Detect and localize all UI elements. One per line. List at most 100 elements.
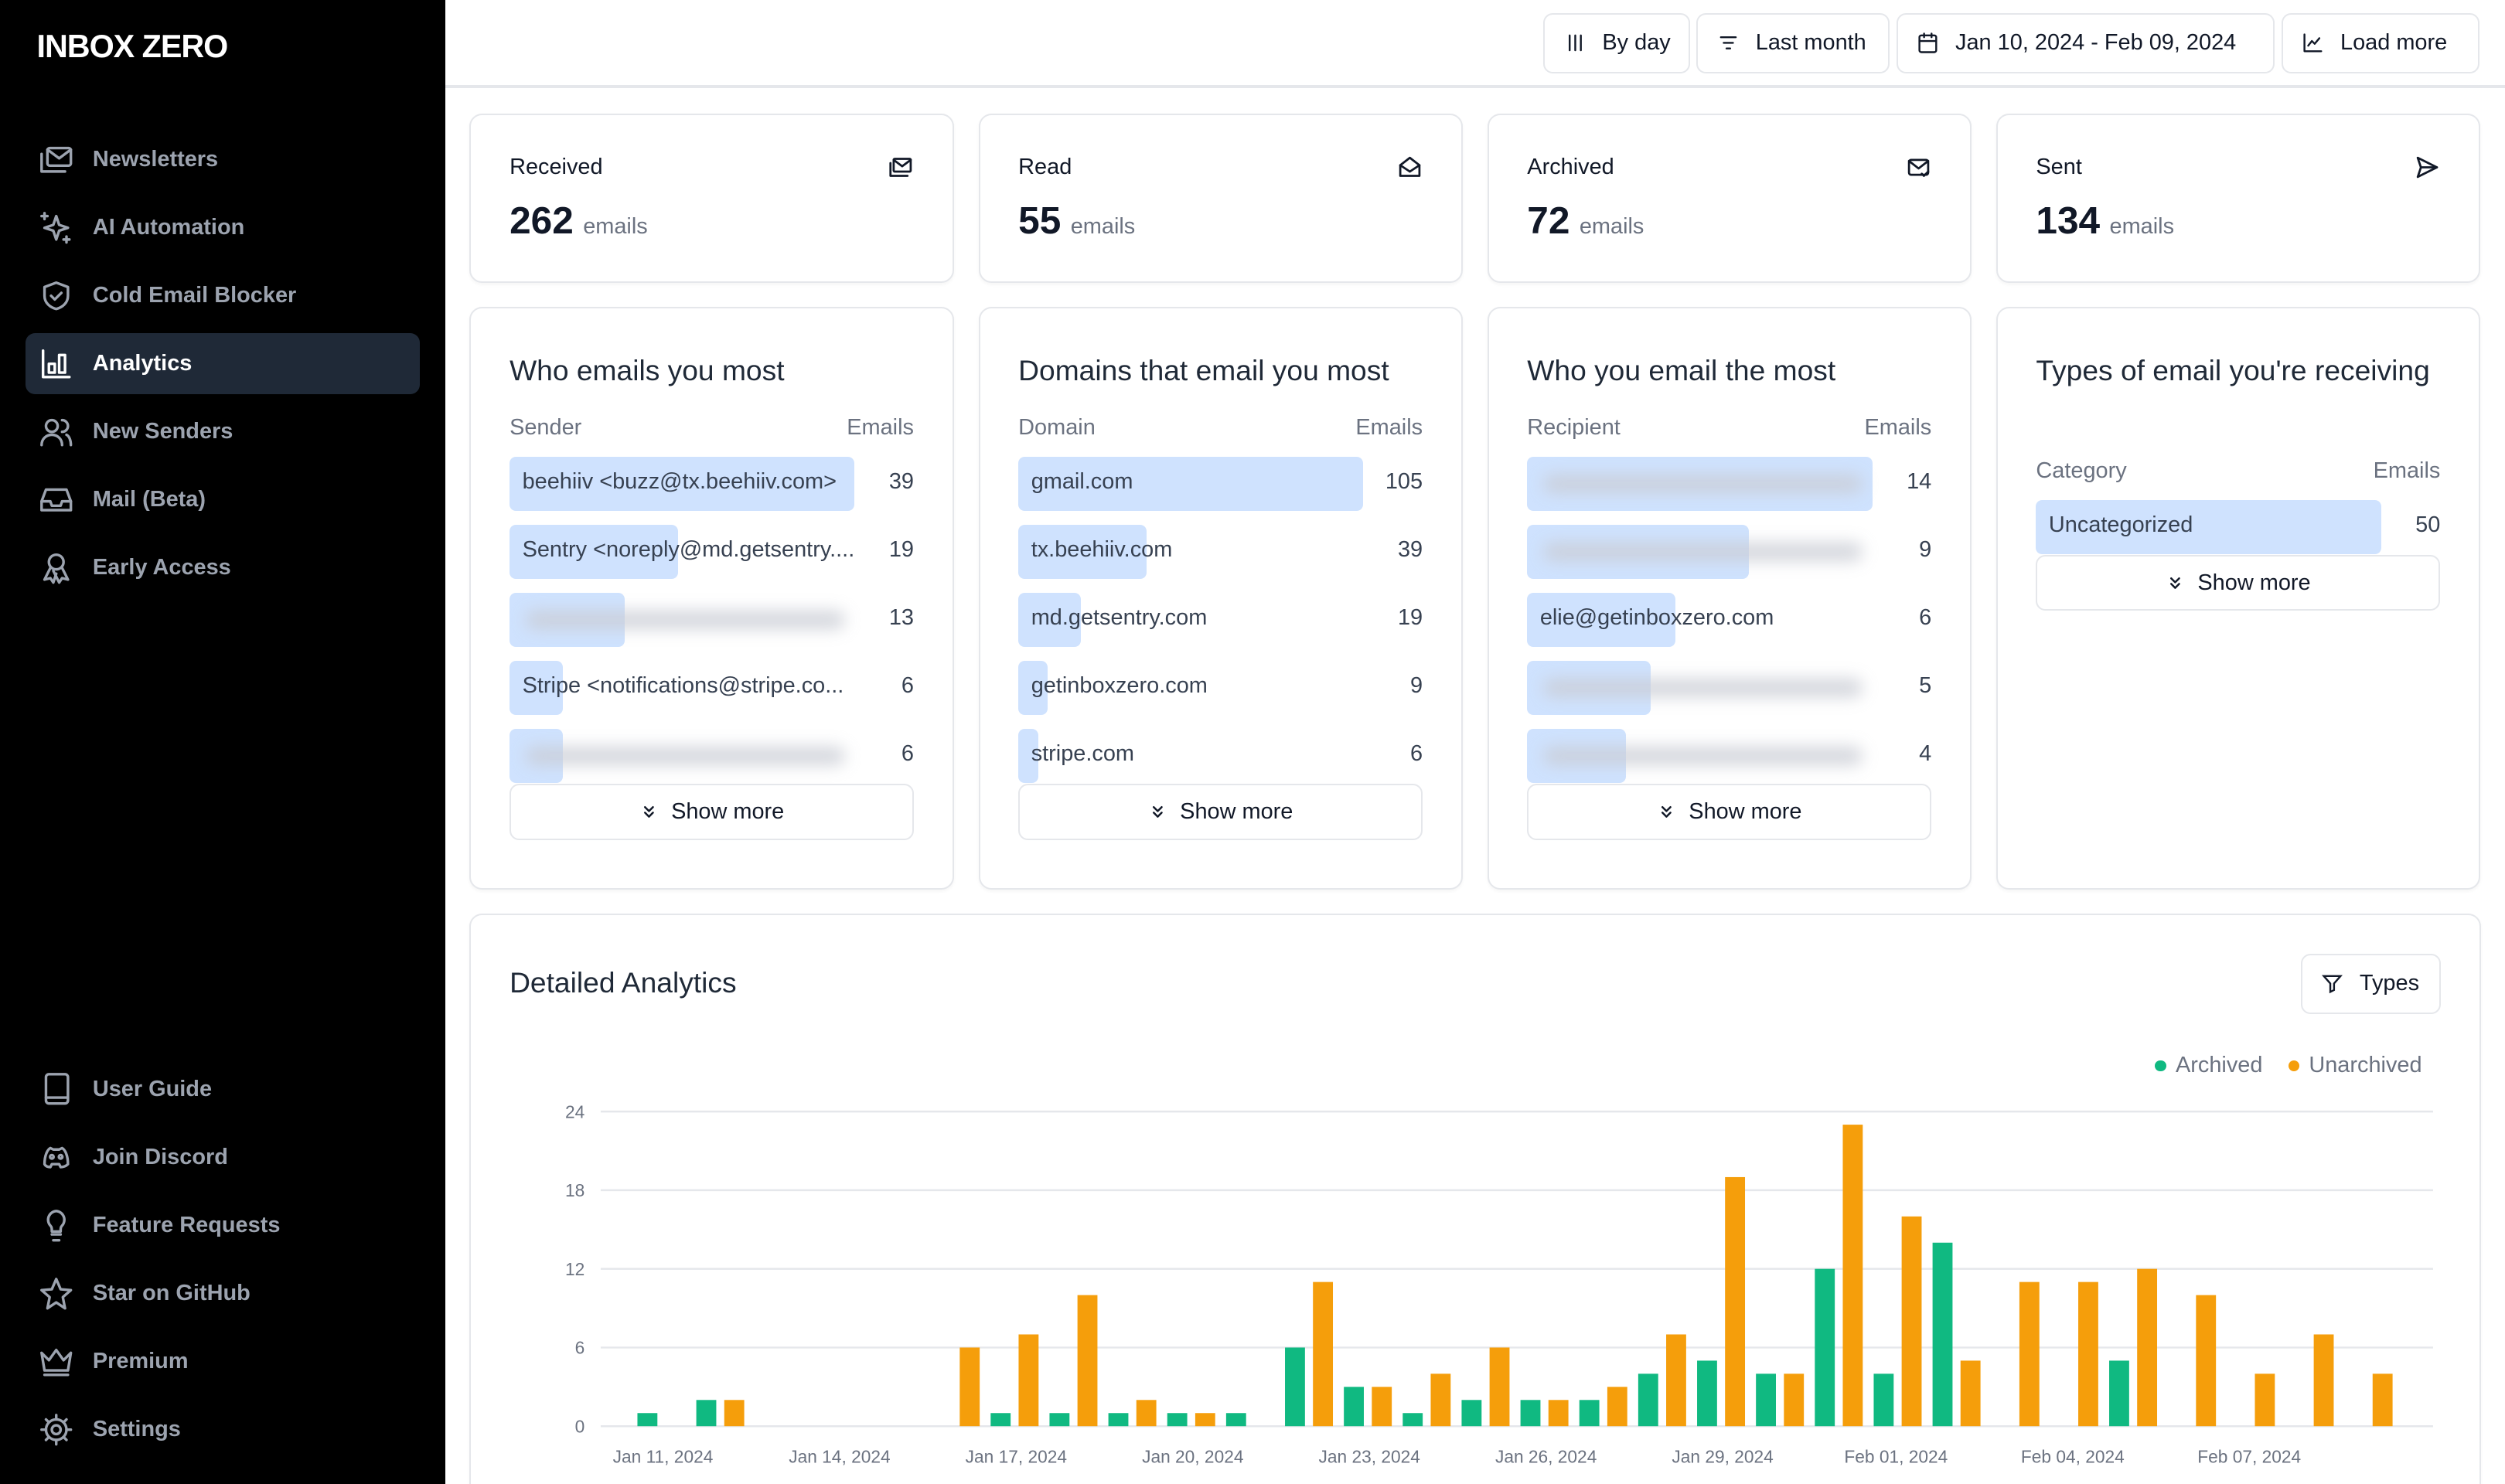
sidebar-item-analytics[interactable]: Analytics <box>26 333 421 394</box>
bar-archived-16[interactable] <box>1579 1400 1600 1427</box>
bar-unarchived-24[interactable] <box>2078 1281 2098 1427</box>
bar-archived-22[interactable] <box>1932 1242 1953 1427</box>
bar-unarchived-14[interactable] <box>1489 1347 1510 1427</box>
bar-unarchived-17[interactable] <box>1666 1334 1686 1427</box>
legend-item-archived[interactable]: Archived <box>2155 1053 2262 1078</box>
list-row[interactable]: Stripe <notifications@stripe.co... 6 <box>510 660 914 716</box>
list-card-3: Types of email you're receiving Category… <box>1995 306 2480 890</box>
list-row[interactable]: beehiiv <buzz@tx.beehiiv.com> 39 <box>510 456 914 512</box>
list-row[interactable]: Uncategorized 50 <box>2036 499 2440 554</box>
sidebar-item-ai-automation[interactable]: AI Automation <box>26 197 420 258</box>
bar-unarchived-12[interactable] <box>1372 1387 1392 1427</box>
show-more-button[interactable]: Show more <box>1527 784 1932 840</box>
header-button-by-day[interactable]: By day <box>1543 12 1691 74</box>
list-filter-icon <box>1719 36 1737 50</box>
value-bar <box>1018 728 1038 784</box>
bar-archived-10[interactable] <box>1225 1413 1246 1427</box>
bar-archived-21[interactable] <box>1873 1373 1894 1427</box>
bar-unarchived-18[interactable] <box>1725 1176 1746 1427</box>
bar-unarchived-23[interactable] <box>2019 1281 2040 1427</box>
bar-unarchived-1[interactable] <box>724 1400 745 1427</box>
row-count: 13 <box>888 605 914 631</box>
list-row[interactable]: gmail.com 105 <box>1018 456 1423 512</box>
bar-archived-13[interactable] <box>1402 1413 1423 1427</box>
list-row[interactable]: tx.beehiiv.com 39 <box>1018 524 1423 580</box>
bar-unarchived-16[interactable] <box>1607 1387 1627 1427</box>
sidebar-item-settings[interactable]: Settings <box>26 1399 420 1460</box>
bar-unarchived-6[interactable] <box>1018 1334 1039 1427</box>
show-more-button[interactable]: Show more <box>510 784 914 840</box>
bar-unarchived-28[interactable] <box>2313 1334 2334 1427</box>
bar-archived-19[interactable] <box>1756 1373 1777 1427</box>
bar-unarchived-26[interactable] <box>2196 1295 2217 1427</box>
bar-archived-11[interactable] <box>1285 1347 1305 1427</box>
list-row[interactable]: Sentry <noreply@md.getsentry.... 19 <box>510 524 914 580</box>
bar-unarchived-21[interactable] <box>1901 1216 1922 1427</box>
bar-unarchived-19[interactable] <box>1784 1373 1805 1427</box>
header-button-label: Last month <box>1755 30 1866 56</box>
bar-unarchived-27[interactable] <box>2254 1373 2275 1427</box>
sidebar-item-mail-beta[interactable]: Mail (Beta) <box>26 469 420 530</box>
list-row[interactable]: elie@getinboxzero.com 6 <box>1527 592 1931 648</box>
list-row[interactable]: getinboxzero.com 9 <box>1018 660 1423 716</box>
sidebar-item-newsletters[interactable]: Newsletters <box>26 129 420 190</box>
bar-unarchived-8[interactable] <box>1136 1400 1157 1427</box>
sidebar-item-feature-requests[interactable]: Feature Requests <box>26 1195 420 1256</box>
bar-unarchived-22[interactable] <box>1960 1360 1981 1427</box>
show-more-label: Show more <box>2197 570 2311 595</box>
legend-item-unarchived[interactable]: Unarchived <box>2288 1052 2422 1078</box>
list-row[interactable]: 6 <box>510 728 914 784</box>
show-more-button[interactable]: Show more <box>2036 555 2441 611</box>
list-row[interactable]: 13 <box>510 592 914 648</box>
bar-archived-15[interactable] <box>1520 1400 1541 1427</box>
bar-archived-18[interactable] <box>1697 1360 1717 1427</box>
sidebar-item-new-senders[interactable]: New Senders <box>26 401 420 462</box>
sidebar-item-star-on-github[interactable]: Star on GitHub <box>26 1263 420 1324</box>
legend-dot <box>2288 1060 2299 1072</box>
bar-archived-12[interactable] <box>1344 1387 1365 1427</box>
bar-unarchived-29[interactable] <box>2372 1373 2393 1427</box>
bar-archived-1[interactable] <box>696 1400 717 1427</box>
bar-archived-7[interactable] <box>1049 1413 1070 1427</box>
sidebar-item-premium[interactable]: Premium <box>26 1331 420 1392</box>
list-row[interactable]: 14 <box>1527 456 1931 512</box>
bar-archived-17[interactable] <box>1638 1373 1658 1427</box>
bar-unarchived-15[interactable] <box>1548 1400 1569 1427</box>
types-button[interactable]: Types <box>2300 953 2442 1015</box>
header-button-jan-10[interactable]: Jan 10, 2024 - Feb 09, 2024 <box>1896 12 2275 74</box>
list-row[interactable]: 4 <box>1527 728 1931 784</box>
sidebar-item-join-discord[interactable]: Join Discord <box>26 1127 420 1188</box>
list-row[interactable]: md.getsentry.com 19 <box>1018 592 1423 648</box>
show-more-button[interactable]: Show more <box>1018 784 1423 840</box>
bar-unarchived-13[interactable] <box>1430 1373 1451 1427</box>
bar-archived-8[interactable] <box>1108 1413 1129 1427</box>
header-button-last-month[interactable]: Last month <box>1696 12 1890 74</box>
column-header: Domain <box>1018 415 1096 441</box>
bar-archived-25[interactable] <box>2109 1360 2129 1427</box>
bar-unarchived-7[interactable] <box>1077 1295 1098 1427</box>
list-row[interactable]: 9 <box>1527 524 1931 580</box>
stat-number: 262 <box>510 199 574 243</box>
sidebar-item-cold-email-blocker[interactable]: Cold Email Blocker <box>26 265 420 326</box>
bar-archived-0[interactable] <box>637 1413 658 1427</box>
bar-archived-9[interactable] <box>1167 1413 1188 1427</box>
legend-label: Unarchived <box>2309 1052 2422 1077</box>
stat-icon-wrap <box>888 155 914 180</box>
list-row[interactable]: 5 <box>1527 660 1931 716</box>
sidebar-item-user-guide[interactable]: User Guide <box>26 1059 420 1120</box>
sidebar-item-early-access[interactable]: Early Access <box>26 538 420 599</box>
bar-archived-20[interactable] <box>1815 1268 1835 1427</box>
row-count: 39 <box>1397 537 1423 563</box>
list-row[interactable]: stripe.com 6 <box>1018 728 1423 784</box>
bar-unarchived-25[interactable] <box>2137 1268 2158 1427</box>
bar-unarchived-20[interactable] <box>1842 1125 1863 1427</box>
bar-unarchived-5[interactable] <box>959 1347 980 1427</box>
list-title: Types of email you're receiving <box>2036 354 2430 387</box>
bar-archived-14[interactable] <box>1461 1400 1482 1427</box>
bar-unarchived-11[interactable] <box>1313 1281 1334 1427</box>
bar-archived-6[interactable] <box>990 1413 1011 1427</box>
header-button-load-more[interactable]: Load more <box>2281 12 2479 74</box>
bar-unarchived-9[interactable] <box>1195 1413 1215 1427</box>
stat-label: Read <box>1018 155 1072 180</box>
value-bar <box>1018 660 1048 716</box>
